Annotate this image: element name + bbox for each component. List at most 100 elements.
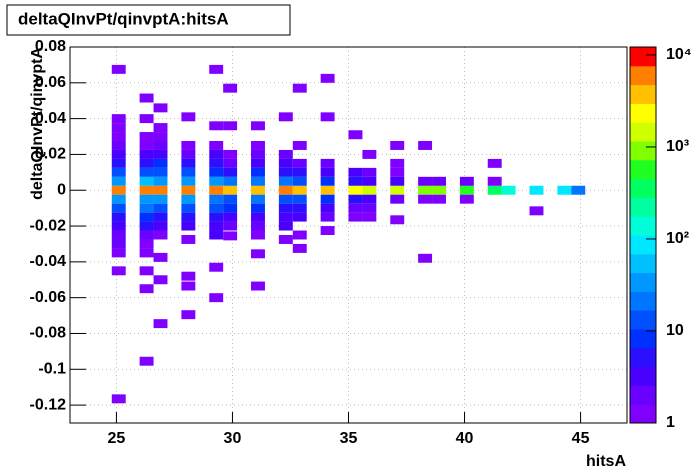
heatmap-cell [209,212,224,222]
heatmap-cell [571,185,586,195]
heatmap-cell [348,167,363,177]
heatmap-cell [111,185,126,195]
heatmap-cell [459,185,474,195]
heatmap-cell [153,132,168,141]
heatmap-cell [153,141,168,150]
heatmap-cell [153,194,168,204]
x-tick-label: 25 [108,430,126,447]
heatmap-cell [278,185,293,195]
heatmap-cell [139,149,154,159]
heatmap-cell [223,212,238,222]
heatmap-cell [139,93,154,103]
heatmap-cell [487,158,502,168]
colorbar-band [630,329,656,349]
heatmap-cell [251,230,265,240]
heatmap-cell [278,112,293,122]
heatmap-cell [139,284,154,294]
heatmap-cell [111,158,126,168]
heatmap-cell [139,221,154,231]
heatmap-cell [278,203,293,213]
heatmap-cell [181,167,196,177]
heatmap-cell [487,185,502,195]
heatmap-cell [390,185,405,195]
heatmap-cell [209,293,224,303]
heatmap-cell [362,149,377,159]
heatmap-cell [529,206,544,216]
colorbar-band [630,404,656,424]
heatmap-cell [181,112,196,122]
heatmap-cell [181,194,196,204]
heatmap-cell [181,310,196,320]
heatmap-cell [390,176,405,186]
heatmap-cell [320,167,335,177]
heatmap-cell [278,212,293,222]
heatmap-cell [487,176,502,186]
y-tick-label: -0.12 [30,396,67,413]
heatmap-cell [111,149,126,159]
heatmap-cell [111,132,126,141]
title-box [6,4,291,36]
heatmap-cell [139,114,154,124]
heatmap-cell [139,185,154,195]
heatmap-cell [292,194,307,204]
colorbar-band [630,47,656,67]
heatmap-cell [223,167,238,177]
heatmap-cell [153,123,168,133]
heatmap-cell [320,158,335,168]
heatmap-cell [139,158,154,168]
heatmap-cell [153,203,168,213]
y-tick-label: 0.02 [35,146,66,163]
heatmap-cell [278,149,293,159]
heatmap-cell [223,176,238,186]
heatmap-cell [181,281,196,291]
heatmap-cell [139,356,154,366]
heatmap-cell [111,64,126,74]
heatmap-cell [292,176,307,186]
colorbar-band [630,122,656,142]
x-tick-label: 45 [572,430,590,447]
z-tick-label: 10² [666,230,689,247]
heatmap-cell [501,185,516,195]
heatmap-cell [432,194,446,204]
y-tick-label: 0 [57,181,66,198]
heatmap-cell [209,64,224,74]
heatmap-cell [153,275,168,285]
heatmap-cell [320,194,335,204]
heatmap-cell [320,112,335,122]
chart-title: deltaQInvPt/qinvptA:hitsA [18,9,229,28]
heatmap-cell [459,194,474,204]
heatmap-cell [390,158,405,168]
heatmap-cell [181,212,196,222]
heatmap-cell [348,194,363,204]
heatmap-cell [139,176,154,186]
colorbar-band [630,84,656,104]
heatmap-cell [181,235,196,244]
heatmap-cell [111,239,126,249]
colorbar-band [630,103,656,123]
heatmap-cell [209,141,224,150]
colorbar-band [630,291,656,311]
colorbar-band [630,65,656,86]
heatmap-cell [418,141,433,150]
heatmap-cell [209,158,224,168]
z-tick-label: 10 [666,322,684,339]
heatmap-cell [209,221,224,231]
heatmap-cell [390,194,405,204]
heatmap-cell [251,167,265,177]
heatmap-cell [223,149,238,159]
heatmap-cell [181,221,196,231]
x-tick-label: 35 [340,430,358,447]
heatmap-cell [292,185,307,195]
heatmap-cell [181,271,196,281]
heatmap-cell [209,230,224,240]
heatmap-cell [278,158,293,168]
heatmap-cell [362,194,377,204]
z-tick-label: 10³ [666,138,689,155]
heatmap-cell [320,185,335,195]
heatmap-cell [153,252,168,262]
heatmap-cell [111,212,126,222]
y-tick-label: 0.08 [35,38,66,55]
heatmap-cell [320,203,335,213]
heatmap-cell [139,248,154,258]
